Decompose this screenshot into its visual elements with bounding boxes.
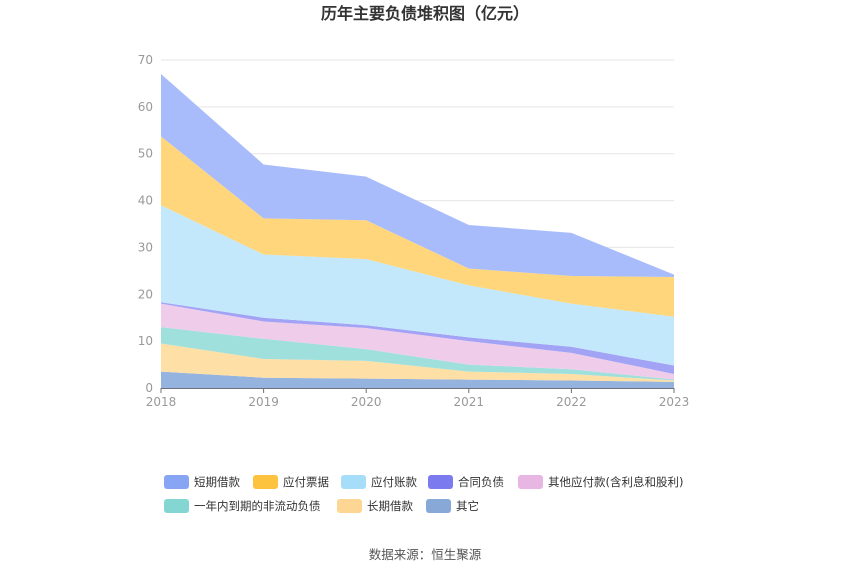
x-tick-label: 2020 bbox=[351, 395, 382, 409]
area-其他应付款(含利息和股利) bbox=[161, 303, 674, 380]
legend-swatch bbox=[426, 499, 451, 513]
y-tick-label: 0 bbox=[145, 381, 153, 395]
legend-swatch bbox=[341, 475, 366, 489]
legend-item: 短期借款 bbox=[164, 475, 240, 489]
y-tick-label: 40 bbox=[138, 194, 153, 208]
x-tick-label: 2019 bbox=[248, 395, 279, 409]
area-应付票据 bbox=[161, 136, 674, 317]
source-note: 数据来源：恒生聚源 bbox=[369, 547, 482, 562]
area-应付账款 bbox=[161, 205, 674, 366]
legend-swatch bbox=[337, 499, 362, 513]
legend-swatch bbox=[164, 499, 189, 513]
y-tick-label: 30 bbox=[138, 240, 153, 254]
x-tick-label: 2021 bbox=[454, 395, 485, 409]
legend-label: 合同负债 bbox=[458, 475, 504, 489]
legend-label: 短期借款 bbox=[194, 475, 240, 489]
legend-item: 其它 bbox=[426, 499, 479, 513]
legend-swatch bbox=[164, 475, 189, 489]
legend-label: 应付账款 bbox=[371, 475, 417, 489]
axes: 0 10 20 30 40 50 60 70 2018 2019 2020 2021 2022 2023 bbox=[138, 53, 690, 409]
legend-label: 其他应付款(含利息和股利) bbox=[548, 475, 683, 489]
y-tick-label: 70 bbox=[138, 53, 153, 67]
legend-item: 应付票据 bbox=[253, 475, 329, 489]
x-tick-label: 2022 bbox=[556, 395, 587, 409]
x-tick-label: 2023 bbox=[659, 395, 690, 409]
legend-label: 其它 bbox=[456, 499, 479, 513]
area-其它 bbox=[161, 371, 674, 388]
x-tick-label: 2018 bbox=[146, 395, 177, 409]
legend-item: 长期借款 bbox=[337, 499, 413, 513]
y-tick-label: 60 bbox=[138, 100, 153, 114]
area-短期借款 bbox=[161, 74, 674, 277]
legend-label: 长期借款 bbox=[367, 499, 413, 513]
area-合同负债 bbox=[161, 302, 674, 374]
legend-item: 其他应付款(含利息和股利) bbox=[518, 475, 683, 489]
y-tick-label: 10 bbox=[138, 334, 153, 348]
y-tick-label: 50 bbox=[138, 147, 153, 161]
area-长期借款 bbox=[161, 343, 674, 382]
legend-item: 应付账款 bbox=[341, 475, 417, 489]
legend-label: 应付票据 bbox=[283, 475, 329, 489]
legend-swatch bbox=[518, 475, 543, 489]
area-series bbox=[161, 74, 674, 388]
chart-title: 历年主要负债堆积图（亿元） bbox=[321, 4, 529, 23]
legend-swatch bbox=[428, 475, 453, 489]
legend-item: 合同负债 bbox=[428, 475, 504, 489]
y-tick-label: 20 bbox=[138, 287, 153, 301]
legend-item: 一年内到期的非流动负债 bbox=[164, 499, 321, 513]
legend-swatch bbox=[253, 475, 278, 489]
legend-label: 一年内到期的非流动负债 bbox=[194, 499, 321, 513]
legend: 短期借款 应付票据 应付账款 合同负债 其他应付款(含利息和股利) 一年内到期的非流动负债… bbox=[164, 475, 683, 513]
area-一年内到期的非流动负债 bbox=[161, 327, 674, 381]
